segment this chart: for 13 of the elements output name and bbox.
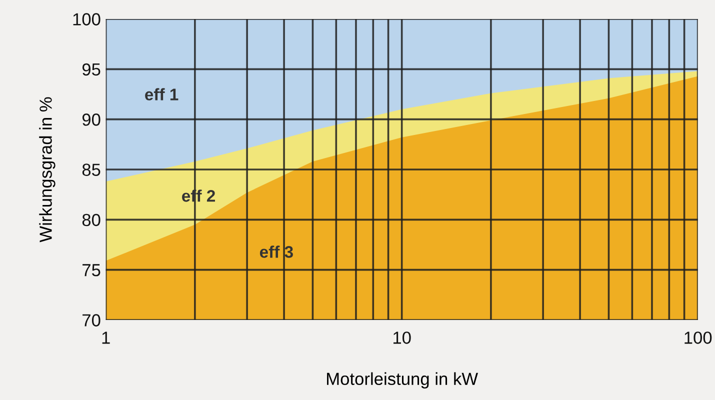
series-label: eff 1 [145,88,178,100]
y-tick-label: 90 [82,114,100,126]
x-tick-label: 1 [102,332,110,344]
x-tick-label: 10 [394,332,411,344]
x-axis-title: Motorleistung in kW [327,372,478,388]
y-axis-title: Wirkungsgrad in % [39,97,56,242]
x-tick-label: 100 [684,332,712,344]
y-tick-label: 70 [82,314,100,326]
y-tick-label: 75 [82,264,100,276]
y-tick-label: 100 [73,13,100,26]
y-tick-label: 80 [82,214,100,226]
y-tick-label: 95 [82,63,100,76]
y-tick-label: 85 [82,164,100,176]
